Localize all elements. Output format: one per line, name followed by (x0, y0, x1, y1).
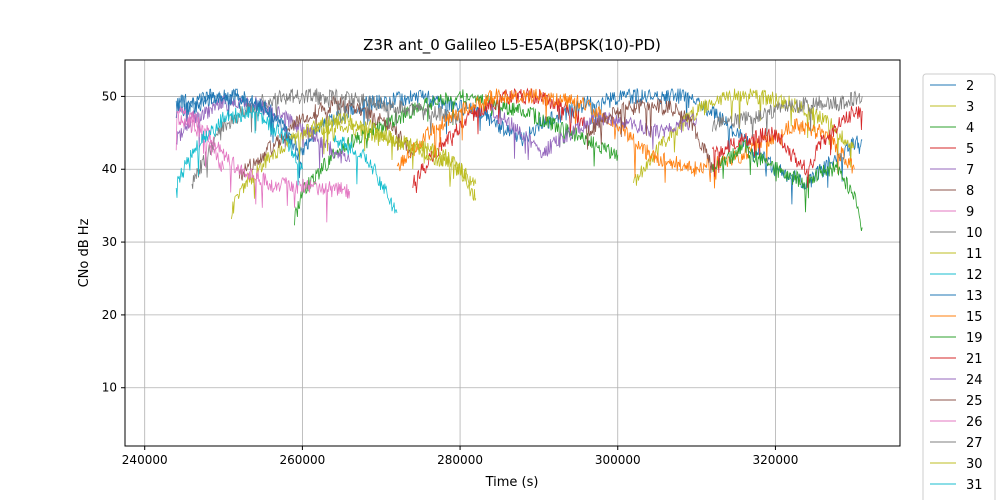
series-line-26 (175, 110, 224, 172)
legend-label: 10 (966, 226, 983, 241)
x-tick-label: 280000 (437, 453, 483, 467)
legend-label: 27 (966, 436, 983, 451)
y-tick-label: 10 (102, 381, 117, 395)
legend-entry-19: 19 (930, 331, 983, 346)
legend-label: 21 (966, 352, 983, 367)
series-lines (175, 87, 863, 231)
legend-entry-5: 5 (930, 142, 974, 157)
x-tick-label: 240000 (122, 453, 168, 467)
legend-entry-24: 24 (930, 373, 983, 388)
series-line-15 (396, 88, 855, 189)
legend-label: 3 (966, 100, 974, 115)
x-tick-label: 300000 (595, 453, 641, 467)
legend-entry-15: 15 (930, 310, 983, 325)
legend-entry-31: 31 (930, 478, 983, 493)
legend-box (922, 73, 996, 500)
legend-entry-13: 13 (930, 289, 983, 304)
y-axis-label: CNo dB Hz (77, 218, 92, 287)
legend-entry-21: 21 (930, 352, 983, 367)
chart-title: Z3R ant_0 Galileo L5-E5A(BPSK(10)-PD) (363, 36, 661, 55)
legend-label: 8 (966, 184, 974, 199)
legend-label: 26 (966, 415, 983, 430)
legend-label: 11 (966, 247, 983, 262)
x-tick-label: 260000 (279, 453, 325, 467)
legend-entry-12: 12 (930, 268, 983, 283)
series-line-31 (175, 105, 303, 198)
x-axis-label: Time (s) (485, 475, 539, 490)
x-ticks: 240000 260000 280000 300000 320000 (122, 446, 799, 467)
legend-entry-27: 27 (930, 436, 983, 451)
series-line-25 (585, 98, 713, 174)
legend-entry-10: 10 (930, 226, 983, 241)
legend-entry-2: 2 (930, 79, 974, 94)
legend: 2 3 4 5 7 8 9 10 11 12 13 15 19 21 24 25 26 27 30 31 (922, 73, 996, 500)
legend-label: 19 (966, 331, 983, 346)
y-tick-label: 30 (102, 235, 117, 249)
series-line-19 (712, 139, 863, 231)
legend-label: 13 (966, 289, 983, 304)
legend-entry-9: 9 (930, 205, 974, 220)
legend-entry-4: 4 (930, 121, 974, 136)
y-tick-label: 50 (102, 89, 117, 103)
legend-entry-11: 11 (930, 247, 983, 262)
series-line-12 (333, 135, 398, 214)
series-line-5 (412, 87, 587, 194)
plot-frame (124, 59, 901, 447)
legend-label: 2 (966, 79, 974, 94)
legend-entry-30: 30 (930, 457, 983, 472)
series-line-8 (238, 94, 414, 181)
y-tick-label: 20 (102, 308, 117, 322)
legend-entry-7: 7 (930, 163, 974, 178)
series-line-30 (302, 112, 477, 201)
legend-label: 15 (966, 310, 983, 325)
grid (125, 60, 900, 446)
legend-label: 9 (966, 205, 974, 220)
series-line-9 (176, 104, 351, 223)
y-ticks: 10 20 30 40 50 (102, 89, 125, 395)
series-line-27 (712, 90, 863, 138)
legend-label: 7 (966, 163, 974, 178)
legend-label: 24 (966, 373, 983, 388)
legend-label: 5 (966, 142, 974, 157)
legend-label: 31 (966, 478, 983, 493)
series-line-7 (175, 94, 351, 169)
legend-label: 12 (966, 268, 983, 283)
legend-label: 4 (966, 121, 974, 136)
legend-label: 30 (966, 457, 983, 472)
series-line-21 (712, 106, 863, 188)
legend-entry-8: 8 (930, 184, 974, 199)
legend-entry-26: 26 (930, 415, 983, 430)
y-tick-label: 40 (102, 162, 117, 176)
legend-entry-25: 25 (930, 394, 983, 409)
legend-label: 25 (966, 394, 983, 409)
x-tick-label: 320000 (753, 453, 799, 467)
legend-entry-3: 3 (930, 100, 974, 115)
